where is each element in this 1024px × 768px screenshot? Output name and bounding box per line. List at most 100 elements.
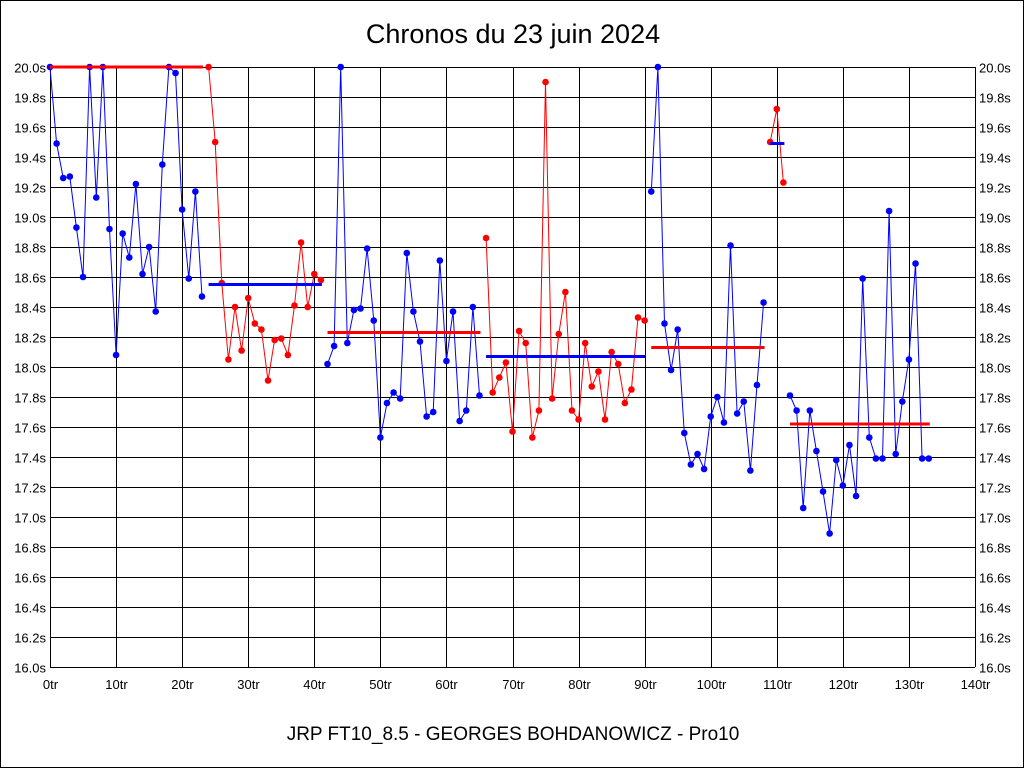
lap-point	[357, 305, 364, 312]
lap-point	[396, 395, 404, 402]
lap-point	[773, 105, 781, 113]
lap-point	[112, 351, 120, 359]
y-tick-label-right: 20.0s	[979, 61, 1011, 76]
x-tick-label: 20tr	[171, 677, 194, 692]
lap-point	[535, 407, 543, 414]
y-tick-label-right: 16.6s	[979, 571, 1011, 586]
y-tick-label-left: 19.0s	[14, 211, 46, 226]
lap-point	[641, 317, 648, 324]
lap-point	[185, 275, 193, 282]
x-tick-label: 10tr	[105, 677, 128, 692]
lap-point	[925, 455, 933, 462]
y-tick-label-left: 16.8s	[14, 541, 46, 556]
lap-point	[416, 338, 424, 345]
y-tick-label-right: 17.6s	[979, 421, 1011, 436]
lap-point	[251, 320, 259, 327]
lap-point	[271, 336, 278, 344]
lap-point	[495, 374, 503, 381]
y-tick-label-right: 18.8s	[979, 241, 1011, 256]
y-tick-label-right: 16.0s	[979, 661, 1011, 676]
lap-point	[383, 399, 391, 407]
y-tick-label-left: 16.4s	[14, 601, 46, 616]
x-tick-label: 60tr	[435, 677, 458, 692]
y-tick-label-right: 18.4s	[979, 301, 1011, 316]
series-line-segment-1	[49, 65, 203, 356]
lap-point	[548, 395, 556, 402]
y-tick-label-left: 19.8s	[14, 91, 46, 106]
lap-point	[304, 303, 311, 311]
y-tick-label-left: 18.8s	[14, 241, 46, 256]
lap-point	[780, 179, 787, 186]
lap-point	[555, 330, 563, 338]
y-tick-label-left: 16.6s	[14, 571, 46, 586]
lap-point	[145, 243, 153, 251]
lap-point	[793, 407, 800, 414]
series-line-segment-2	[208, 66, 322, 381]
lap-point	[872, 455, 880, 462]
lap-point	[760, 299, 767, 306]
lap-point	[403, 249, 411, 257]
lap-point	[211, 138, 219, 146]
lap-point	[515, 327, 523, 335]
lap-point	[859, 275, 866, 282]
lap-point	[694, 450, 701, 458]
lap-point	[106, 225, 113, 233]
y-tick-label-right: 19.6s	[979, 121, 1011, 136]
lap-point	[350, 306, 358, 314]
lap-point	[885, 207, 893, 215]
y-tick-label-right: 17.2s	[979, 481, 1011, 496]
lap-point	[377, 434, 384, 441]
y-tick-label-right: 16.8s	[979, 541, 1011, 556]
x-tick-label: 30tr	[237, 677, 260, 692]
lap-point	[370, 317, 378, 324]
lap-point	[79, 273, 87, 281]
lap-point	[832, 456, 840, 464]
y-tick-label-left: 17.2s	[14, 481, 46, 496]
y-tick-label-right: 16.2s	[979, 631, 1011, 646]
y-tick-label-right: 16.4s	[979, 601, 1011, 616]
lap-point	[806, 407, 814, 414]
chart-title: Chronos du 23 juin 2024	[365, 19, 661, 49]
lap-point	[119, 230, 126, 237]
lap-point	[310, 270, 318, 278]
lap-point	[819, 488, 827, 495]
lap-point	[595, 368, 602, 375]
lap-point	[297, 239, 305, 246]
lap-point	[482, 234, 490, 242]
y-tick-label-left: 17.4s	[14, 451, 46, 466]
lap-point	[423, 413, 430, 420]
lap-point	[73, 224, 80, 231]
lap-point	[740, 398, 748, 405]
lap-point	[747, 467, 754, 474]
lap-point	[647, 188, 655, 195]
lap-point	[614, 360, 622, 368]
lap-point	[225, 356, 232, 363]
lap-point	[192, 188, 199, 195]
lap-point	[588, 383, 596, 390]
lap-point	[337, 63, 345, 71]
y-tick-label-left: 16.2s	[14, 631, 46, 646]
lap-point	[852, 492, 860, 500]
lap-point	[436, 257, 444, 264]
lap-point	[390, 389, 397, 396]
lap-point	[799, 504, 807, 512]
lap-point	[621, 399, 629, 407]
x-tick-label: 0tr	[43, 677, 59, 692]
lap-point	[654, 63, 662, 71]
lap-point	[429, 408, 437, 416]
lap-point	[277, 335, 285, 342]
lap-point	[53, 140, 60, 147]
lap-point	[667, 366, 675, 374]
lap-point	[456, 417, 463, 425]
x-tick-label: 70tr	[502, 677, 525, 692]
lap-point	[363, 245, 371, 252]
lap-point	[826, 530, 833, 537]
lap-point	[733, 410, 741, 417]
y-tick-label-left: 18.2s	[14, 331, 46, 346]
x-tick-label: 90tr	[634, 677, 657, 692]
lap-point	[205, 63, 212, 71]
y-tick-label-left: 18.0s	[14, 361, 46, 376]
lap-point	[529, 434, 536, 441]
y-tick-label-left: 19.6s	[14, 121, 46, 136]
lap-point	[410, 308, 417, 315]
